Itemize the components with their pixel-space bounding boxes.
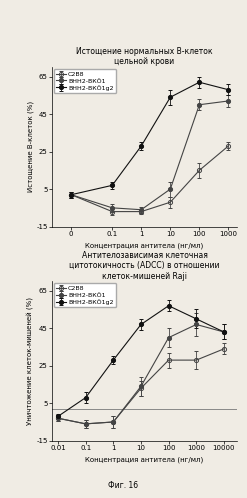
Title: Истощение нормальных В-клеток
цельной крови: Истощение нормальных В-клеток цельной кр… (76, 47, 213, 66)
Y-axis label: Истощение В-клеток (%): Истощение В-клеток (%) (27, 102, 34, 192)
Legend: C2B8, ВНН2-ВКÖ1, ВНН2-ВКÖ1g2: C2B8, ВНН2-ВКÖ1, ВНН2-ВКÖ1g2 (54, 69, 116, 93)
X-axis label: Концентрация антитела (нг/мл): Концентрация антитела (нг/мл) (85, 457, 204, 463)
Title: Антителозависимая клеточная
цитотокичность (ADCC) в отношении
клеток-мишеней Raj: Антителозависимая клеточная цитотокичнос… (69, 251, 220, 280)
Legend: C2B8, ВНН2-ВКÖ1, ВНН2-ВКÖ1g2: C2B8, ВНН2-ВКÖ1, ВНН2-ВКÖ1g2 (54, 283, 116, 307)
Text: Фиг. 16: Фиг. 16 (108, 481, 139, 490)
Y-axis label: Уничтожение клеток-мишеней (%): Уничтожение клеток-мишеней (%) (26, 297, 34, 425)
X-axis label: Концентрация антитела (нг/мл): Концентрация антитела (нг/мл) (85, 243, 204, 249)
